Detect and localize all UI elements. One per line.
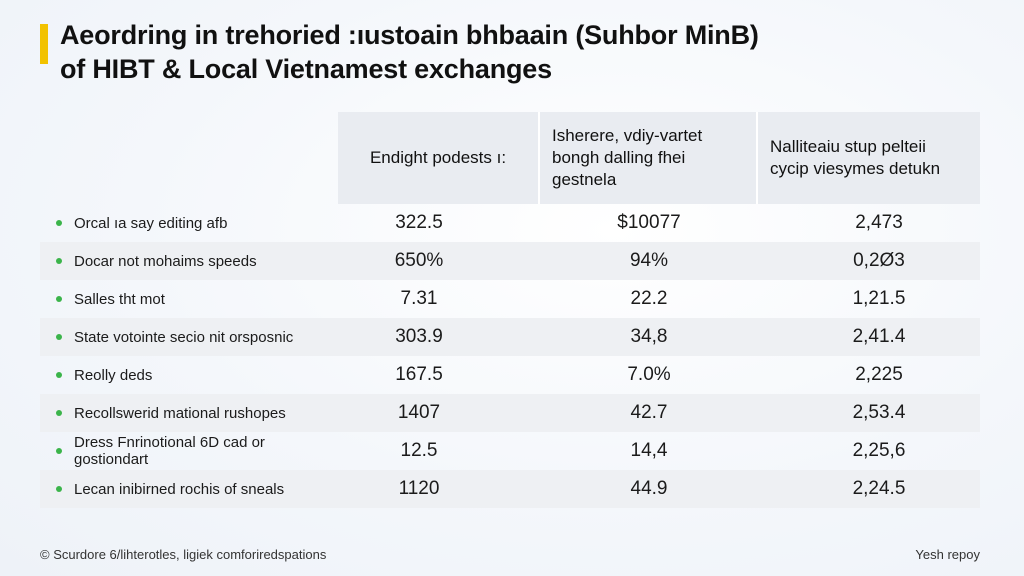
row-value-3: 1,21.5 [852,288,906,309]
header-cell-blank [40,112,338,204]
row-value-2: 34,8 [540,318,758,356]
row-label-cell: Lecan inibirned rochis of sneals [40,470,338,508]
table-row: Lecan inibirned rochis of sneals 1120 44.9… [40,470,980,508]
table-row: Dress Fnrinotional 6D cad or gostiondart… [40,432,980,470]
bullet-dot-icon [56,410,62,417]
data-table: Endight podests ı: Isherere, vdiy-vartet… [40,112,980,508]
row-value-2: 44.9 [540,470,758,508]
row-label-cell: State votointe secio nit orsposnic [40,318,338,356]
source-note: © Scurdore 6/lihterotles, ligiek comfori… [40,547,327,562]
title-line-2: of HIBT & Local Vietnamest exchanges [60,54,552,84]
row-label: Docar not mohaims speeds [74,252,257,270]
row-label: State votointe secio nit orsposnic [74,328,294,346]
row-value-2: $10077 [617,212,681,233]
title-line-1: Aeordring in trehoried :ıustoain bhbaain… [60,20,759,50]
table-row: Salles tht mot 7.31 22.2 1,21.5 [40,280,980,318]
row-value-3: 2,53.4 [758,394,980,432]
row-value-1: 303.9 [338,318,540,356]
row-value-2: 14,4 [630,440,668,461]
header-cell-3: Nalliteaiu stup pelteii cycip viesymes d… [758,112,980,204]
bullet-dot-icon [56,220,62,227]
bullet-dot-icon [56,448,62,454]
bullet-dot-icon [56,372,62,379]
row-value-1: 322.5 [395,212,443,233]
row-value-3: 0,2Ø3 [758,242,980,280]
bullet-dot-icon [56,296,62,303]
table-body: Orcal ıa say editing afb 322.5 $10077 2,473… [40,204,980,508]
table-row: Orcal ıa say editing afb 322.5 $10077 2,473 [40,204,980,242]
row-value-3: 2,473 [855,212,903,233]
row-label: Lecan inibirned rochis of sneals [74,480,285,498]
row-value-1: 7.31 [400,288,438,309]
row-label-cell: Salles tht mot [40,280,338,318]
row-label-cell: Orcal ıa say editing afb [40,204,338,242]
row-value-2: 42.7 [540,394,758,432]
row-label-cell: Recollswerid mational rushopes [40,394,338,432]
row-value-2: 7.0% [627,364,671,385]
row-value-1: 650% [338,242,540,280]
row-label-cell: Dress Fnrinotional 6D cad or gostiondart [40,432,338,470]
table-row: State votointe secio nit orsposnic 303.9 3… [40,318,980,356]
row-label-cell: Reolly deds [40,356,338,394]
table-row: Recollswerid mational rushopes 1407 42.7 2,… [40,394,980,432]
header-cell-2: Isherere, vdiy-vartet bongh dalling fhei… [540,112,758,204]
footer-note: Yesh repoy [915,547,980,562]
row-value-3: 2,225 [855,364,903,385]
row-value-1: 1120 [338,470,540,508]
row-value-2: 22.2 [630,288,668,309]
header-cell-1: Endight podests ı: [338,112,540,204]
title-accent-bar [40,24,48,64]
row-value-1: 12.5 [400,440,438,461]
row-value-1: 1407 [338,394,540,432]
row-value-2: 94% [540,242,758,280]
row-value-3: 2,41.4 [758,318,980,356]
row-value-3: 2,24.5 [758,470,980,508]
row-value-3: 2,25,6 [852,440,906,461]
row-label: Salles tht mot [74,290,165,308]
row-label: Orcal ıa say editing afb [74,214,228,232]
chart-title: Aeordring in trehoried :ıustoain bhbaain… [60,18,759,86]
bullet-dot-icon [56,334,62,341]
row-label-cell: Docar not mohaims speeds [40,242,338,280]
table-row: Docar not mohaims speeds 650% 94% 0,2Ø3 [40,242,980,280]
row-value-1: 167.5 [395,364,443,385]
row-label: Recollswerid mational rushopes [74,404,286,422]
table-row: Reolly deds 167.5 7.0% 2,225 [40,356,980,394]
row-label: Dress Fnrinotional 6D cad or gostiondart [74,434,265,468]
header-row: Endight podests ı: Isherere, vdiy-vartet… [40,112,980,204]
bullet-dot-icon [56,258,62,265]
bullet-dot-icon [56,486,62,493]
row-label: Reolly deds [74,366,153,384]
